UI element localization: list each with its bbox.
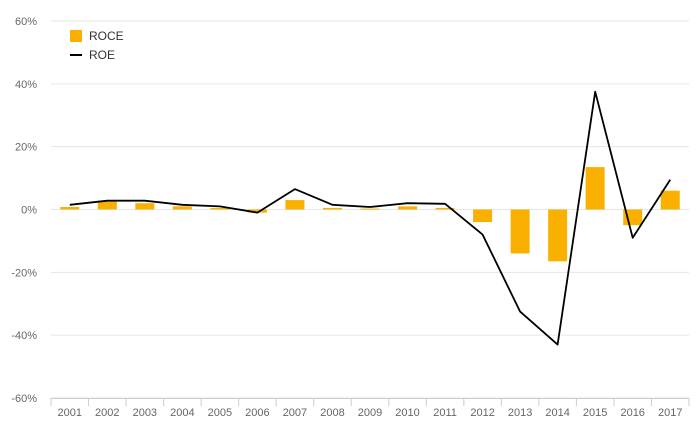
y-tick-label: 40% [15,79,37,91]
roe-point-2011[interactable] [442,201,448,207]
roce-bar-2011[interactable] [435,207,455,210]
roe-line[interactable] [69,90,671,346]
y-tick-label: -20% [11,267,37,279]
roe-point-2008[interactable] [329,202,335,208]
x-tick-label: 2010 [395,407,419,419]
x-tick-label: 2005 [208,407,232,419]
roce-bar-2006[interactable] [247,209,267,213]
y-tick-label: -60% [11,393,37,405]
roce-bar-2014[interactable] [548,209,568,262]
roe-point-2004[interactable] [179,202,185,208]
y-tick-label: 60% [15,16,37,28]
roce-bar-2001[interactable] [60,206,80,210]
legend-roce-label[interactable]: ROCE [89,29,124,43]
x-tick-label: 2003 [133,407,157,419]
roe-point-2001[interactable] [67,202,73,208]
x-tick-label: 2012 [470,407,494,419]
roe-point-2010[interactable] [405,200,411,206]
x-tick-label: 2006 [245,407,269,419]
x-tick-label: 2013 [508,407,532,419]
y-tick-label: 20% [15,142,37,154]
y-tick-label: 0% [21,205,37,217]
legend-roe-label[interactable]: ROE [89,48,115,62]
roe-point-2002[interactable] [104,198,110,204]
roce-bar-2009[interactable] [360,208,380,210]
legend-roce-swatch [70,30,82,42]
roe-point-2012[interactable] [480,232,486,238]
x-tick-label: 2001 [58,407,82,419]
x-tick-label: 2017 [658,407,682,419]
x-tick-label: 2002 [95,407,119,419]
roce-bar-2008[interactable] [322,207,342,210]
legend[interactable]: ROCE ROE [70,29,124,62]
roce-bar-2012[interactable] [473,209,493,223]
x-tick-label: 2011 [433,407,457,419]
x-tick-label: 2007 [283,407,307,419]
roe-point-2003[interactable] [142,198,148,204]
roce-bar-2002[interactable] [97,201,117,210]
roce-bar-2007[interactable] [285,200,305,210]
x-tick-label: 2004 [170,407,194,419]
roe-point-2005[interactable] [217,203,223,209]
roce-bar-2015[interactable] [585,167,605,210]
roe-point-2006[interactable] [254,210,260,216]
roce-bar-2010[interactable] [398,206,418,210]
roe-point-2015[interactable] [592,89,598,95]
x-axis: 2001 2002 2003 2004 2005 2006 2007 2008 2009 2010… [50,398,690,419]
roe-point-2016[interactable] [630,235,636,241]
roe-point-2014[interactable] [555,342,561,348]
roce-bar-2013[interactable] [510,209,530,254]
x-tick-label: 2016 [620,407,644,419]
roe-point-2013[interactable] [517,309,523,315]
y-axis: 60% 40% 20% 0% -20% -40% -60% [11,16,37,405]
y-tick-label: -40% [11,330,37,342]
roe-point-2007[interactable] [292,186,298,192]
roce-bar-2003[interactable] [135,203,155,210]
x-tick-label: 2015 [583,407,607,419]
roce-bar-2017[interactable] [660,190,680,210]
x-tick-label: 2009 [358,407,382,419]
roce-bar-2005[interactable] [210,207,230,210]
roe-point-2017[interactable] [667,177,673,183]
x-tick-label: 2008 [320,407,344,419]
roe-line-series [67,89,673,348]
x-tick-label: 2014 [545,407,569,419]
roe-point-2009[interactable] [367,204,373,210]
roce-bar-2004[interactable] [172,206,192,210]
